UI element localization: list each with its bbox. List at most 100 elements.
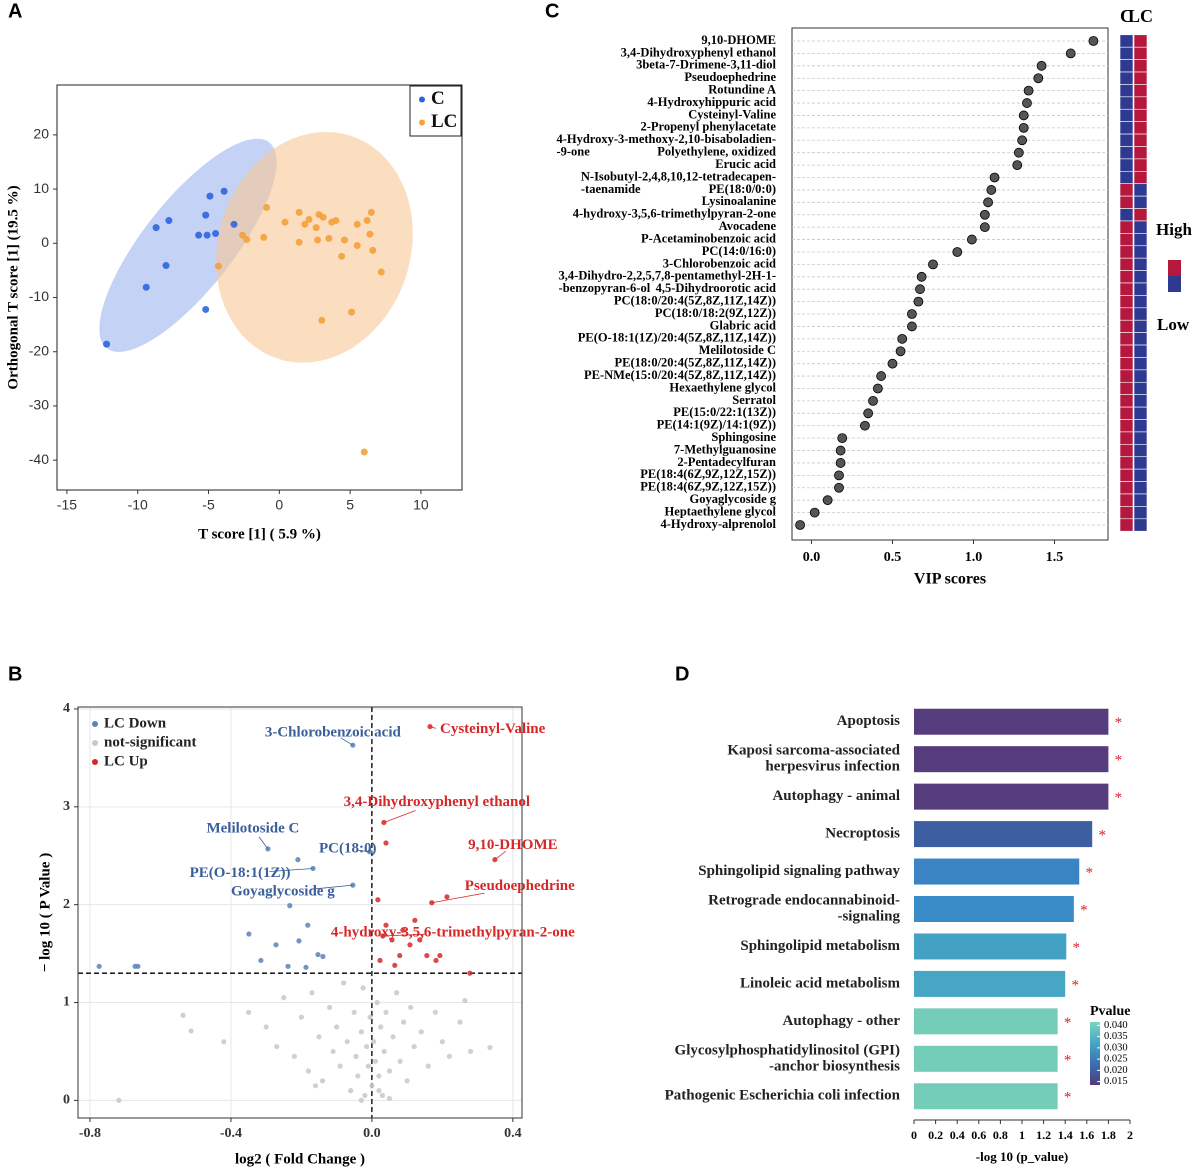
- heatmap-cell: [1119, 133, 1134, 147]
- x-tick-label: 5: [346, 497, 354, 513]
- point: [142, 283, 150, 291]
- leader-line: [431, 892, 485, 904]
- vip-dot: [1012, 160, 1023, 171]
- significance-label: *: [1115, 753, 1123, 769]
- metabolite-label: PE(15:0/22:1(13Z)): [673, 405, 776, 419]
- point: [433, 957, 439, 964]
- point: [444, 894, 450, 900]
- heatmap-cell: [1119, 419, 1134, 433]
- metabolite-label: PC(18:0/18:2(9Z,12Z)): [655, 306, 776, 320]
- point: [195, 231, 203, 239]
- bar: [914, 821, 1093, 848]
- metabolite-label: PE-NMe(15:0/20:4(5Z,8Z,11Z,14Z)): [584, 368, 776, 382]
- heatmap-cell: [1119, 307, 1134, 321]
- heatmap-cell: [1133, 208, 1148, 222]
- point: [188, 1028, 194, 1034]
- heatmap-cell: [1119, 319, 1134, 333]
- leader-line: [356, 849, 370, 853]
- y-axis-title: − log 10 ( P Value ): [37, 853, 53, 972]
- heatmap-cell: [1133, 34, 1148, 48]
- point: [411, 1043, 417, 1050]
- y-tick-label: 2: [63, 897, 70, 912]
- leader-line: [269, 868, 314, 872]
- vip-dot: [876, 371, 887, 381]
- significance-label: *: [1115, 715, 1123, 731]
- heatmap-cell: [1119, 357, 1134, 371]
- metabolite-label: Pseudoephedrine: [684, 70, 776, 84]
- x-axis-title: T score [1] ( 5.9 %): [198, 526, 321, 542]
- x-tick-label: 0.0: [363, 1126, 381, 1141]
- point: [314, 236, 322, 244]
- bar: [914, 1083, 1058, 1110]
- metabolite-label: PE(18:0/20:4(5Z,8Z,11Z,14Z)): [615, 356, 776, 370]
- panel-label: A: [8, 0, 22, 22]
- x-tick-label: 1.5: [1046, 550, 1064, 565]
- point: [360, 985, 366, 991]
- heatmap-cell: [1119, 183, 1134, 197]
- heatmap-cell: [1119, 282, 1134, 296]
- significance-label: *: [1071, 977, 1079, 993]
- point: [295, 857, 301, 863]
- heatmap-cell: [1119, 295, 1134, 309]
- point: [312, 224, 320, 232]
- point: [348, 1088, 354, 1094]
- heatmap-cell: [1133, 394, 1148, 408]
- heatmap-cell: [1119, 444, 1134, 458]
- panel-label: C: [545, 0, 559, 22]
- heatmap-cell: [1133, 171, 1148, 185]
- point: [203, 231, 211, 239]
- heatmap-cell: [1119, 34, 1134, 48]
- x-tick-label: -10: [128, 497, 148, 513]
- vip-dot: [907, 321, 917, 332]
- heatmap-cell: [1119, 456, 1134, 470]
- bar: [914, 1008, 1058, 1035]
- heatmap-cell: [1119, 233, 1134, 247]
- point: [295, 238, 303, 246]
- heatmap-cell: [1119, 506, 1134, 520]
- plot-frame: [791, 27, 1109, 541]
- vip-dot: [979, 222, 990, 233]
- metabolite-label: PE(14:1(9Z)/14:1(9Z)): [657, 418, 776, 432]
- point: [374, 999, 380, 1006]
- heatmap-cell: [1119, 481, 1134, 495]
- vip-dot: [1022, 98, 1032, 108]
- point: [351, 1009, 357, 1015]
- colorbar-tick-label: 0.030: [1104, 1042, 1128, 1053]
- vip-dot: [895, 346, 906, 357]
- heatmap-cell: [1133, 245, 1148, 259]
- vip-dot: [897, 333, 908, 344]
- heatmap-cell: [1119, 46, 1134, 60]
- heatmap-cell: [1133, 431, 1148, 445]
- vip-dot: [1018, 110, 1029, 121]
- heatmap-legend-label: High: [1156, 220, 1192, 239]
- point: [96, 963, 102, 969]
- heatmap-cell: [1133, 146, 1148, 160]
- heatmap-cell: [1119, 344, 1134, 358]
- vip-dot: [809, 507, 820, 518]
- heatmap-cell: [1133, 319, 1148, 333]
- metabolite-label: Rotundine A: [708, 83, 776, 97]
- heatmap-cell: [1133, 270, 1148, 284]
- point: [386, 1068, 393, 1074]
- heatmap-cell: [1133, 295, 1148, 309]
- legend-label: C: [431, 88, 445, 109]
- metabolite-label: N-Isobutyl-2,4,8,10,12-tetradecapen-: [581, 169, 776, 183]
- metabolite-label: 3,4-Dihydroxyphenyl ethanol: [621, 45, 777, 59]
- point: [401, 1019, 407, 1025]
- heatmap-cell: [1119, 518, 1134, 532]
- metabolite-label: Cysteinyl-Valine: [688, 107, 776, 121]
- colorbar-tick-label: 0.035: [1104, 1031, 1128, 1042]
- legend-box: [409, 85, 462, 137]
- x-tick-label: 10: [413, 497, 429, 513]
- significance-label: *: [1073, 940, 1081, 956]
- heatmap-cell: [1119, 59, 1134, 73]
- x-axis-title: -log 10 (p_value): [976, 1149, 1068, 1164]
- heatmap-cell: [1133, 444, 1148, 458]
- significance-label: *: [1064, 1015, 1072, 1031]
- metabolite-label: -benzopyran-6-ol: [559, 281, 651, 295]
- point: [305, 1068, 312, 1074]
- metabolite-label: PC(18:0/20:4(5Z,8Z,11Z,14Z)): [614, 293, 776, 307]
- metabolite-label: Heptaethylene glycol: [665, 504, 777, 518]
- point: [340, 236, 348, 244]
- point: [446, 1053, 453, 1059]
